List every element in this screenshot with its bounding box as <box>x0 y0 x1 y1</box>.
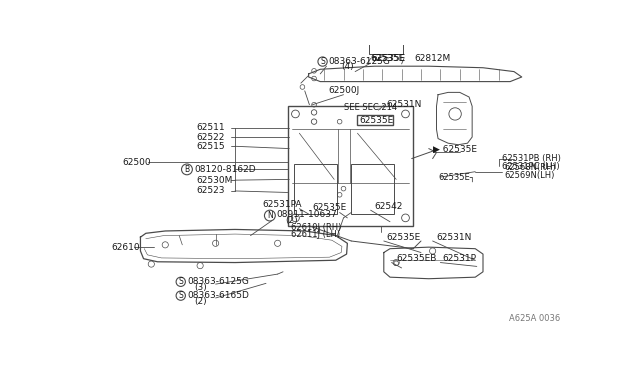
Text: 62542: 62542 <box>374 202 403 211</box>
Text: 62535E: 62535E <box>312 203 347 212</box>
Text: 62531P: 62531P <box>443 254 477 263</box>
Text: 62522: 62522 <box>196 132 225 141</box>
Text: 62569N(LH): 62569N(LH) <box>505 171 555 180</box>
Text: (4): (4) <box>341 62 354 71</box>
Text: 62500: 62500 <box>123 158 151 167</box>
Text: 08363-6165D: 08363-6165D <box>187 291 249 300</box>
Bar <box>351 164 394 214</box>
Text: 62535E: 62535E <box>359 116 393 125</box>
Text: 62531PB (RH): 62531PB (RH) <box>502 154 561 163</box>
Text: (2): (2) <box>285 217 298 225</box>
Text: 62535EB: 62535EB <box>396 254 436 263</box>
Bar <box>294 164 337 214</box>
Bar <box>369 44 403 54</box>
Text: 62511: 62511 <box>196 123 225 132</box>
Text: (2): (2) <box>195 297 207 306</box>
Text: 08911-10637: 08911-10637 <box>277 209 338 218</box>
Text: 62531N: 62531N <box>386 100 422 109</box>
Text: B: B <box>184 165 189 174</box>
Text: 62530M: 62530M <box>196 176 232 185</box>
Text: 62535E: 62535E <box>386 232 420 242</box>
Text: 62515: 62515 <box>196 142 225 151</box>
Text: 08363-6125G: 08363-6125G <box>187 277 249 286</box>
Bar <box>358 115 393 125</box>
Text: 62610: 62610 <box>111 243 140 251</box>
Text: 62535E: 62535E <box>371 54 406 63</box>
Text: 62610J (RH): 62610J (RH) <box>291 224 341 232</box>
Text: ▶ 62535E: ▶ 62535E <box>433 145 477 154</box>
Text: (3): (3) <box>195 283 207 292</box>
Text: S: S <box>179 277 183 286</box>
Text: A625A 0036: A625A 0036 <box>509 314 561 323</box>
Text: 62531N: 62531N <box>436 232 472 242</box>
Text: 62500J: 62500J <box>328 86 359 95</box>
Text: 62531PC (LH): 62531PC (LH) <box>502 162 560 171</box>
Text: SEE SEC.214: SEE SEC.214 <box>344 103 397 112</box>
Text: 62535E┐: 62535E┐ <box>439 173 476 182</box>
Bar <box>288 106 413 225</box>
Text: 08363-6125G: 08363-6125G <box>329 57 390 66</box>
Text: 08120-8162D: 08120-8162D <box>194 165 255 174</box>
Text: N: N <box>267 211 273 220</box>
Text: 62523: 62523 <box>196 186 225 195</box>
Text: S: S <box>320 57 325 66</box>
Text: 62611J (LH): 62611J (LH) <box>291 230 340 239</box>
Text: S: S <box>179 291 183 300</box>
Text: 62535E: 62535E <box>371 54 405 63</box>
Text: 62568N(RH): 62568N(RH) <box>505 163 556 172</box>
Text: 62531PA: 62531PA <box>262 200 301 209</box>
Text: 62812M: 62812M <box>415 54 451 63</box>
